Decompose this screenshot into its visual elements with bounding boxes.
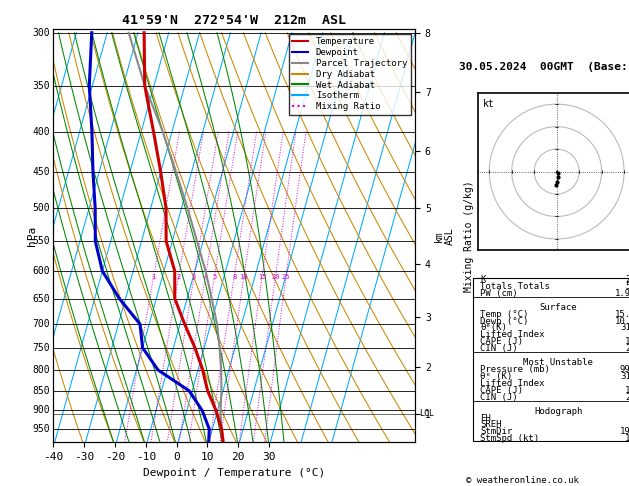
Text: 26: 26: [625, 344, 629, 353]
Text: 12: 12: [625, 434, 629, 443]
Text: CAPE (J): CAPE (J): [481, 337, 523, 347]
Text: 8: 8: [232, 274, 237, 280]
Text: 14: 14: [625, 386, 629, 395]
Text: Lifted Index: Lifted Index: [481, 379, 545, 388]
Text: 310: 310: [620, 324, 629, 332]
Text: 450: 450: [32, 167, 50, 177]
Text: 350: 350: [32, 81, 50, 91]
Text: Temp (°C): Temp (°C): [481, 310, 529, 319]
Text: CIN (J): CIN (J): [481, 344, 518, 353]
Text: Surface: Surface: [540, 303, 577, 312]
Text: 400: 400: [32, 127, 50, 137]
Text: 650: 650: [32, 294, 50, 304]
Text: hPa: hPa: [27, 226, 36, 246]
Text: θᵉ (K): θᵉ (K): [481, 372, 513, 381]
Text: 996: 996: [620, 365, 629, 374]
Text: 550: 550: [32, 236, 50, 246]
Text: 15: 15: [258, 274, 266, 280]
Text: LCL: LCL: [419, 409, 434, 418]
Text: K: K: [481, 275, 486, 284]
Text: CAPE (J): CAPE (J): [481, 386, 523, 395]
Text: 4: 4: [203, 274, 208, 280]
Text: 750: 750: [32, 343, 50, 353]
Text: 52: 52: [625, 282, 629, 291]
Text: 300: 300: [32, 28, 50, 38]
Text: Hodograph: Hodograph: [534, 407, 582, 416]
Text: 1: 1: [152, 274, 156, 280]
Text: Totals Totals: Totals Totals: [481, 282, 550, 291]
X-axis label: Dewpoint / Temperature (°C): Dewpoint / Temperature (°C): [143, 468, 325, 478]
Text: 10: 10: [240, 274, 248, 280]
Text: EH: EH: [481, 414, 491, 422]
Text: 800: 800: [32, 365, 50, 375]
Title: 41°59'N  272°54'W  212m  ASL: 41°59'N 272°54'W 212m ASL: [122, 14, 347, 27]
Legend: Temperature, Dewpoint, Parcel Trajectory, Dry Adiabat, Wet Adiabat, Isotherm, Mi: Temperature, Dewpoint, Parcel Trajectory…: [289, 34, 411, 115]
Text: 10.2: 10.2: [615, 316, 629, 326]
Text: 15.1: 15.1: [615, 310, 629, 319]
Y-axis label: km
ASL: km ASL: [433, 227, 455, 244]
Text: 950: 950: [32, 424, 50, 434]
Text: 14: 14: [625, 337, 629, 347]
Text: θᵉ(K): θᵉ(K): [481, 324, 507, 332]
Text: 2: 2: [176, 274, 181, 280]
Text: Lifted Index: Lifted Index: [481, 330, 545, 339]
Text: 19°: 19°: [620, 427, 629, 436]
Text: StmSpd (kt): StmSpd (kt): [481, 434, 540, 443]
Text: 1.96: 1.96: [615, 289, 629, 298]
Text: Mixing Ratio (g/kg): Mixing Ratio (g/kg): [464, 180, 474, 292]
Text: 500: 500: [32, 203, 50, 213]
Text: CIN (J): CIN (J): [481, 393, 518, 402]
Text: PW (cm): PW (cm): [481, 289, 518, 298]
Text: 27: 27: [625, 275, 629, 284]
Text: 700: 700: [32, 319, 50, 329]
Text: 850: 850: [32, 386, 50, 396]
Text: 26: 26: [625, 393, 629, 402]
Text: 3: 3: [192, 274, 196, 280]
Text: 600: 600: [32, 266, 50, 276]
Text: 20: 20: [271, 274, 280, 280]
Text: 310: 310: [620, 372, 629, 381]
Text: SREH: SREH: [481, 420, 502, 430]
Text: Dewp (°C): Dewp (°C): [481, 316, 529, 326]
Text: © weatheronline.co.uk: © weatheronline.co.uk: [465, 476, 579, 485]
Text: 5: 5: [213, 274, 216, 280]
Text: 900: 900: [32, 405, 50, 416]
Text: Most Unstable: Most Unstable: [523, 358, 593, 367]
Text: 25: 25: [282, 274, 290, 280]
Text: kt: kt: [483, 99, 494, 109]
Text: Pressure (mb): Pressure (mb): [481, 365, 550, 374]
Text: 30.05.2024  00GMT  (Base: 18): 30.05.2024 00GMT (Base: 18): [459, 62, 629, 72]
Text: StmDir: StmDir: [481, 427, 513, 436]
